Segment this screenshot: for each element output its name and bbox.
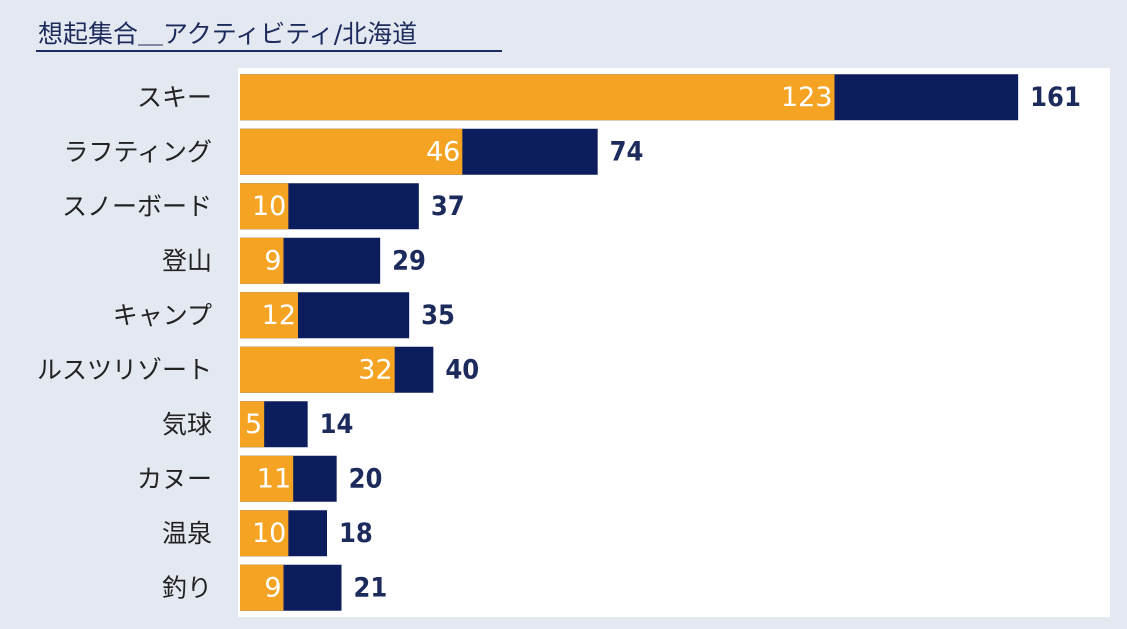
y-tick-label: カヌー <box>137 464 212 493</box>
data-label: 74 <box>610 136 644 167</box>
bar <box>240 455 294 502</box>
bar <box>240 74 835 121</box>
data-label: 10 <box>252 518 286 549</box>
data-label: 12 <box>262 300 296 331</box>
data-label: 18 <box>339 518 373 549</box>
y-tick-label: 釣り <box>162 573 212 602</box>
bar <box>240 510 289 557</box>
data-label: 123 <box>781 82 833 113</box>
bar <box>240 237 284 284</box>
data-label: 40 <box>445 354 479 385</box>
bar <box>240 564 284 611</box>
y-tick-label: 登山 <box>162 246 212 275</box>
y-tick-label: 気球 <box>162 410 212 439</box>
bar <box>240 401 265 448</box>
data-label: 10 <box>252 191 286 222</box>
data-label: 32 <box>358 354 392 385</box>
y-tick-label: キャンプ <box>113 301 212 330</box>
y-tick-label: スノーボード <box>62 192 212 221</box>
chart-title: 想起集合＿アクティビティ/北海道 <box>38 20 417 49</box>
data-label: 46 <box>426 136 460 167</box>
y-tick-label: 温泉 <box>162 519 212 548</box>
bar <box>240 128 463 175</box>
data-label: 21 <box>354 572 388 603</box>
data-label: 5 <box>245 409 262 440</box>
bar <box>240 346 395 393</box>
data-label: 20 <box>349 463 383 494</box>
bar <box>240 292 298 339</box>
data-label: 35 <box>421 300 455 331</box>
bar <box>240 183 289 230</box>
data-label: 161 <box>1030 82 1081 113</box>
data-label: 9 <box>264 572 281 603</box>
data-label: 9 <box>264 245 281 276</box>
data-label: 29 <box>392 245 426 276</box>
y-tick-label: ラフティング <box>63 137 212 166</box>
data-label: 14 <box>320 409 354 440</box>
y-tick-label: スキー <box>137 83 212 112</box>
data-label: 37 <box>431 191 465 222</box>
y-tick-label: ルスツリゾート <box>37 355 212 384</box>
data-label: 11 <box>257 463 291 494</box>
